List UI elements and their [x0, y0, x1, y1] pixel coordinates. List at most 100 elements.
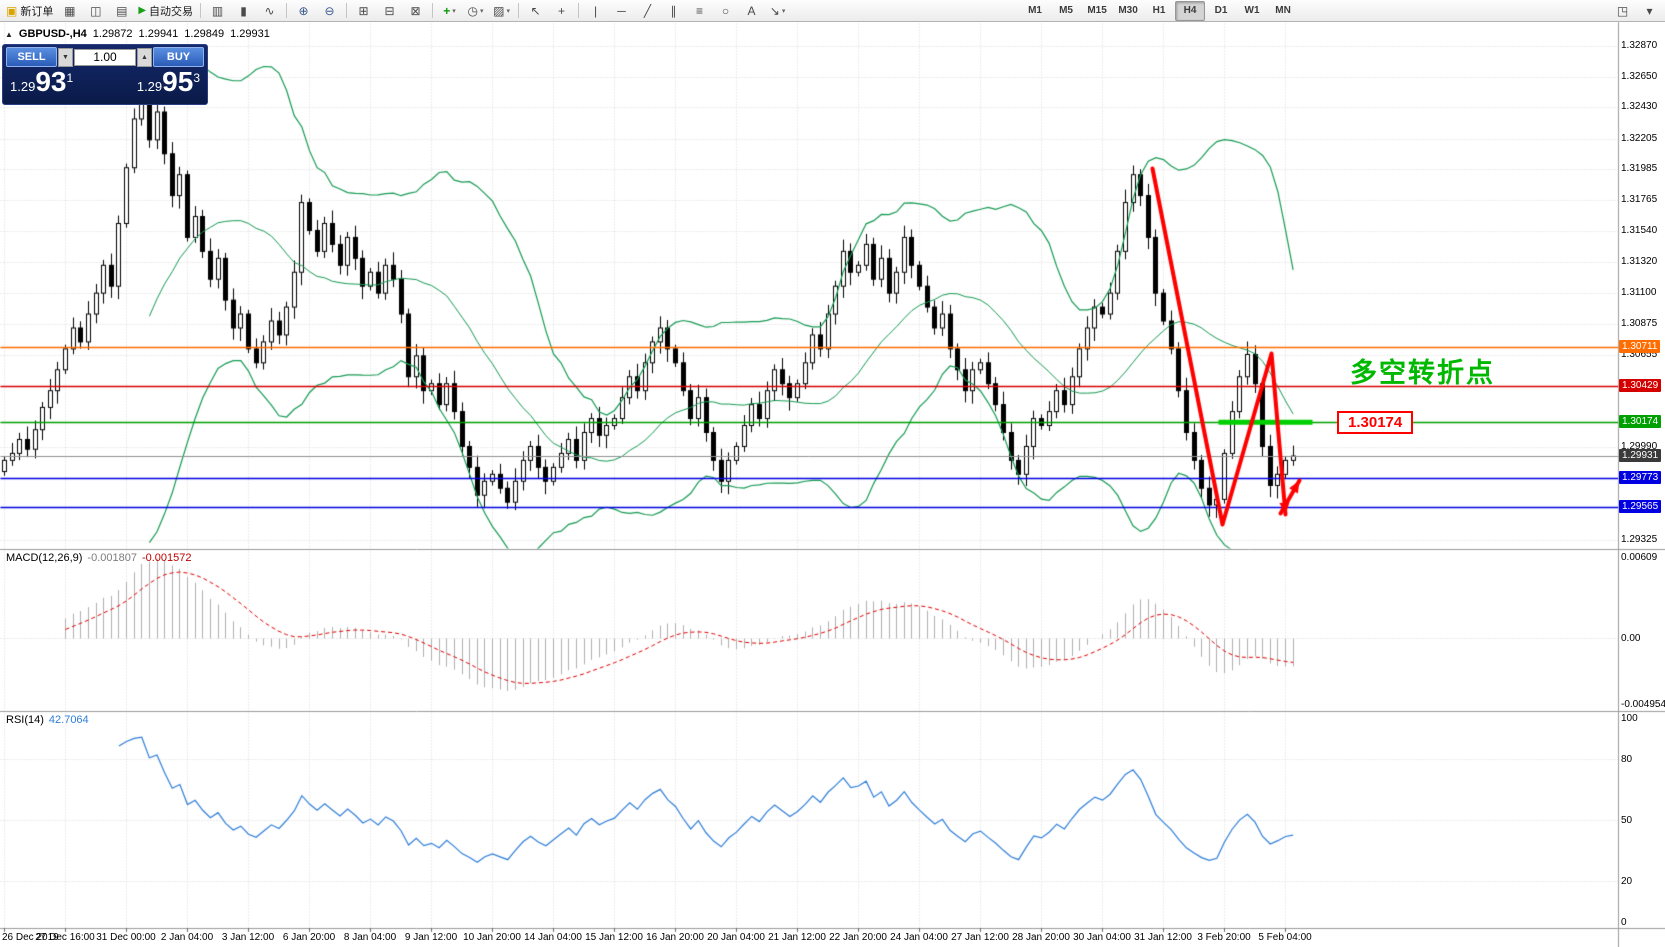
symbol-label: GBPUSD-,H4	[18, 28, 87, 40]
dropdown-caret-icon[interactable]: ▾	[781, 7, 786, 15]
macd-main-value: -0.001807	[87, 552, 137, 564]
trendline-icon[interactable]: ╱	[635, 0, 660, 21]
time-axis-label: 3 Feb 20:00	[1197, 932, 1251, 943]
price-scale[interactable]: 1.32870 1.32650 1.32430 1.32205 1.31985 1.317…	[1619, 22, 1665, 928]
volume-down-button[interactable]: ▼	[58, 47, 73, 67]
toolbar-separator	[346, 3, 348, 18]
bar-chart-icon[interactable]: ▥	[205, 0, 230, 21]
price-level-callout[interactable]: 1.30174	[1337, 411, 1414, 434]
toolbar-separator	[578, 3, 580, 18]
horizontal-line-icon[interactable]: ─	[609, 0, 634, 21]
price-grid-label: 1.32870	[1621, 40, 1658, 51]
buy-price-sup: 3	[193, 71, 200, 85]
timeframe-h1[interactable]: H1	[1152, 5, 1166, 16]
channel-icon[interactable]: ∥	[661, 0, 686, 21]
arrow-tools-icon[interactable]: ↘ ▾	[765, 0, 790, 21]
turning-point-note[interactable]: 多空转折点	[1350, 358, 1495, 388]
window-arrange-icon[interactable]: ◳	[1610, 0, 1635, 21]
charts-grid-icon[interactable]: ▦	[57, 0, 82, 21]
time-axis-label: 10 Jan 20:00	[463, 932, 521, 943]
sell-price-sup: 1	[66, 71, 74, 85]
macd-scale-label: 0.00609	[1621, 552, 1658, 563]
price-grid-label: 1.32430	[1621, 101, 1658, 113]
templates-icon: ▨	[493, 3, 505, 18]
zoom-out-icon[interactable]: ⊖	[317, 0, 342, 21]
shapes-icon[interactable]: ○	[713, 0, 738, 21]
auto-scroll-icon[interactable]: ⊟	[377, 0, 402, 21]
zoom-in-icon[interactable]: ⊕	[291, 0, 316, 21]
time-axis-label: 21 Jan 12:00	[768, 932, 826, 943]
periods-icon: ◷	[467, 3, 479, 18]
vertical-line-icon[interactable]: |	[583, 0, 608, 21]
crosshair-icon[interactable]: +	[549, 0, 574, 21]
timeframe-m5[interactable]: M5	[1059, 5, 1073, 16]
indicators-add-icon[interactable]: + ▾	[437, 0, 462, 21]
sell-button[interactable]: SELL	[6, 47, 57, 67]
line-chart-icon: ∿	[264, 3, 275, 18]
chart-shift-icon: ⊠	[410, 3, 421, 18]
trendline-icon: ╱	[643, 3, 652, 18]
rsi-scale-label: 50	[1621, 815, 1633, 826]
sell-price[interactable]: 1.29 93 1	[10, 68, 73, 96]
new-order-button-icon: ▣	[6, 3, 18, 18]
current-bid-badge: 1.29931	[1619, 448, 1662, 462]
toolbar-separator	[286, 3, 288, 18]
time-axis-label: 3 Jan 12:00	[221, 932, 275, 943]
timeframe-mn[interactable]: MN	[1275, 5, 1291, 16]
data-window-icon[interactable]: ◫	[83, 0, 108, 21]
low-value: 1.29849	[184, 28, 225, 40]
time-axis-label: 24 Jan 04:00	[890, 932, 948, 943]
time-axis[interactable]: 26 Dec 2019 27 Dec 16:00 31 Dec 00:00 2 Jan…	[0, 929, 1618, 947]
buy-price-small: 1.29	[136, 79, 163, 94]
volume-input[interactable]	[74, 48, 136, 66]
buy-price[interactable]: 1.29 95 3	[137, 68, 200, 96]
time-axis-label: 28 Jan 20:00	[1012, 932, 1070, 943]
time-axis-label: 6 Jan 20:00	[282, 932, 336, 943]
volume-up-button[interactable]: ▲	[137, 47, 152, 67]
fibonacci-icon[interactable]: ≡	[687, 0, 712, 21]
dropdown-caret-icon[interactable]: ▾	[452, 7, 456, 15]
time-axis-label: 16 Jan 20:00	[646, 932, 704, 943]
collapse-panel-icon[interactable]: ▲	[5, 29, 13, 39]
tile-windows-icon[interactable]: ⊞	[351, 0, 376, 21]
open-value: 1.29872	[92, 28, 133, 40]
cursor-icon[interactable]: ↖	[523, 0, 548, 21]
candlestick-chart-icon[interactable]: ▮	[231, 0, 256, 21]
dropdown-caret-icon[interactable]: ▾	[480, 7, 484, 15]
timeframe-m1[interactable]: M1	[1028, 5, 1042, 16]
line-chart-icon[interactable]: ∿	[257, 0, 282, 21]
candlestick-chart-icon: ▮	[240, 3, 247, 18]
price-grid-label: 1.31985	[1621, 163, 1658, 175]
timeframe-d1[interactable]: D1	[1214, 5, 1228, 16]
timeframe-w1[interactable]: W1	[1244, 5, 1260, 16]
timeframe-m15[interactable]: M15	[1087, 5, 1107, 16]
buy-price-big: 95	[162, 66, 194, 97]
templates-icon[interactable]: ▨ ▾	[489, 0, 514, 21]
time-axis-label: 31 Dec 00:00	[96, 932, 156, 943]
timeframe-h4[interactable]: H4	[1175, 0, 1206, 21]
vertical-line-icon: |	[593, 3, 598, 18]
window-arrange-icon: ◳	[1616, 3, 1629, 18]
timeframe-m30[interactable]: M30	[1118, 5, 1138, 16]
dropdown-caret-icon[interactable]: ▾	[506, 7, 510, 15]
price-grid-label: 1.29325	[1621, 534, 1658, 545]
autotrading-button[interactable]: ▶ 自动交易	[135, 0, 196, 21]
time-axis-label: 5 Feb 04:00	[1258, 932, 1312, 943]
fibonacci-icon: ≡	[696, 3, 704, 18]
buy-button[interactable]: BUY	[153, 47, 204, 67]
new-order-button[interactable]: ▣ 新订单	[3, 0, 56, 21]
toolbar-options-icon[interactable]: ▾	[1637, 0, 1662, 21]
rsi-title: RSI(14)	[6, 714, 44, 726]
level-badge-blue-2: 1.29565	[1619, 499, 1662, 513]
time-axis-label: 15 Jan 12:00	[585, 932, 643, 943]
indicators-add-icon: +	[443, 3, 451, 18]
terminal-icon[interactable]: ▤	[109, 0, 134, 21]
charts-grid-icon: ▦	[64, 3, 76, 18]
chart-shift-icon[interactable]: ⊠	[403, 0, 428, 21]
toolbar-options-icon: ▾	[1646, 3, 1653, 18]
time-axis-label: 30 Jan 04:00	[1073, 932, 1131, 943]
text-icon[interactable]: A	[739, 0, 764, 21]
periods-icon[interactable]: ◷ ▾	[463, 0, 488, 21]
crosshair-icon: +	[558, 3, 566, 18]
